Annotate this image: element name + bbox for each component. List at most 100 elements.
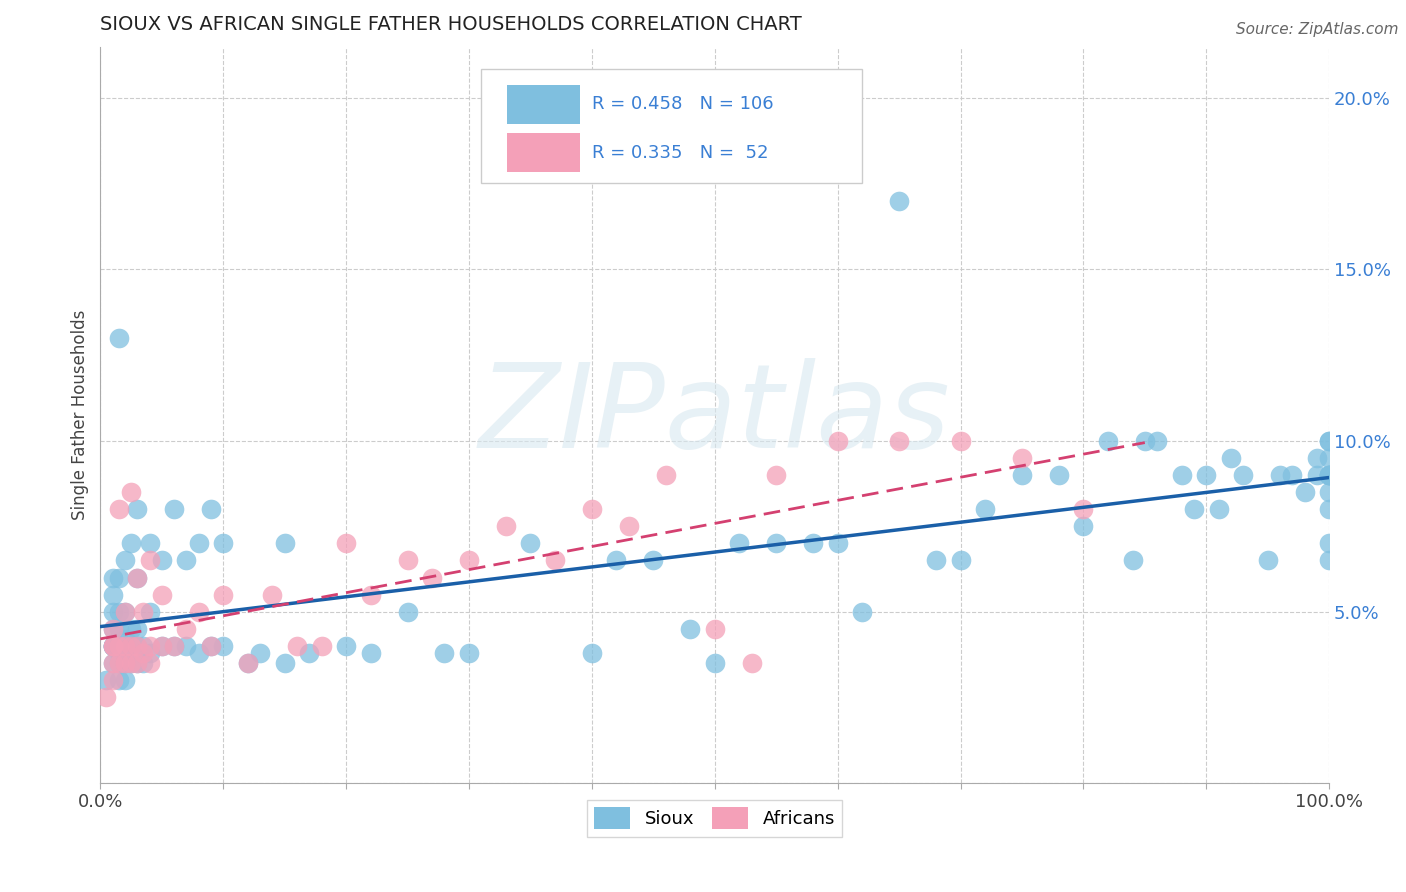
Point	[127, 639, 149, 653]
Point	[654, 467, 676, 482]
Y-axis label: Single Father Households: Single Father Households	[72, 310, 89, 520]
Point	[132, 605, 155, 619]
Point	[1073, 519, 1095, 533]
Point	[335, 536, 357, 550]
Point	[212, 588, 235, 602]
Point	[703, 656, 725, 670]
Point	[120, 484, 142, 499]
Point	[114, 656, 136, 670]
Point	[132, 646, 155, 660]
Point	[138, 605, 160, 619]
Point	[827, 536, 849, 550]
Point	[107, 622, 129, 636]
Point	[150, 639, 173, 653]
Point	[101, 656, 124, 670]
Point	[212, 536, 235, 550]
FancyBboxPatch shape	[481, 69, 862, 183]
Point	[138, 639, 160, 653]
Point	[120, 639, 142, 653]
Point	[1317, 467, 1340, 482]
Point	[273, 656, 295, 670]
Point	[1317, 434, 1340, 448]
Point	[765, 536, 787, 550]
Point	[974, 502, 997, 516]
Point	[249, 646, 271, 660]
Point	[1317, 553, 1340, 567]
Text: ZIPatlas: ZIPatlas	[479, 358, 950, 472]
Point	[1306, 467, 1329, 482]
Point	[200, 502, 222, 516]
Point	[1047, 467, 1070, 482]
Point	[360, 588, 382, 602]
Point	[176, 639, 198, 653]
Point	[120, 656, 142, 670]
Point	[107, 570, 129, 584]
Point	[851, 605, 873, 619]
Point	[1219, 450, 1241, 465]
Point	[107, 646, 129, 660]
Point	[1294, 484, 1316, 499]
Point	[114, 605, 136, 619]
Point	[1257, 553, 1279, 567]
FancyBboxPatch shape	[508, 86, 579, 124]
Point	[1195, 467, 1218, 482]
Point	[150, 639, 173, 653]
Point	[298, 646, 321, 660]
Point	[150, 588, 173, 602]
Point	[728, 536, 751, 550]
Point	[887, 194, 910, 208]
Point	[285, 639, 308, 653]
Point	[107, 502, 129, 516]
FancyBboxPatch shape	[508, 134, 579, 171]
Point	[1232, 467, 1254, 482]
Point	[311, 639, 333, 653]
Point	[458, 553, 481, 567]
Point	[120, 656, 142, 670]
Point	[101, 673, 124, 688]
Point	[1317, 502, 1340, 516]
Point	[617, 519, 640, 533]
Point	[101, 639, 124, 653]
Point	[127, 639, 149, 653]
Point	[132, 656, 155, 670]
Point	[107, 639, 129, 653]
Point	[138, 656, 160, 670]
Point	[581, 502, 603, 516]
Point	[187, 605, 209, 619]
Point	[120, 639, 142, 653]
Point	[396, 553, 419, 567]
Point	[114, 656, 136, 670]
Point	[1281, 467, 1303, 482]
Point	[236, 656, 259, 670]
Point	[107, 656, 129, 670]
Point	[138, 536, 160, 550]
Point	[1317, 467, 1340, 482]
Point	[138, 646, 160, 660]
Point	[1011, 467, 1033, 482]
Point	[801, 536, 824, 550]
Point	[127, 570, 149, 584]
Point	[1317, 467, 1340, 482]
Point	[107, 656, 129, 670]
Point	[127, 502, 149, 516]
Point	[96, 673, 118, 688]
Point	[1317, 450, 1340, 465]
Point	[827, 434, 849, 448]
Point	[176, 622, 198, 636]
Point	[187, 646, 209, 660]
Point	[138, 553, 160, 567]
Point	[544, 553, 567, 567]
Point	[236, 656, 259, 670]
Point	[101, 639, 124, 653]
Point	[1317, 536, 1340, 550]
Point	[101, 622, 124, 636]
Point	[101, 639, 124, 653]
Point	[114, 632, 136, 647]
Point	[703, 622, 725, 636]
Point	[127, 656, 149, 670]
Point	[1097, 434, 1119, 448]
Point	[741, 656, 763, 670]
Point	[643, 553, 665, 567]
Point	[101, 588, 124, 602]
Point	[176, 553, 198, 567]
